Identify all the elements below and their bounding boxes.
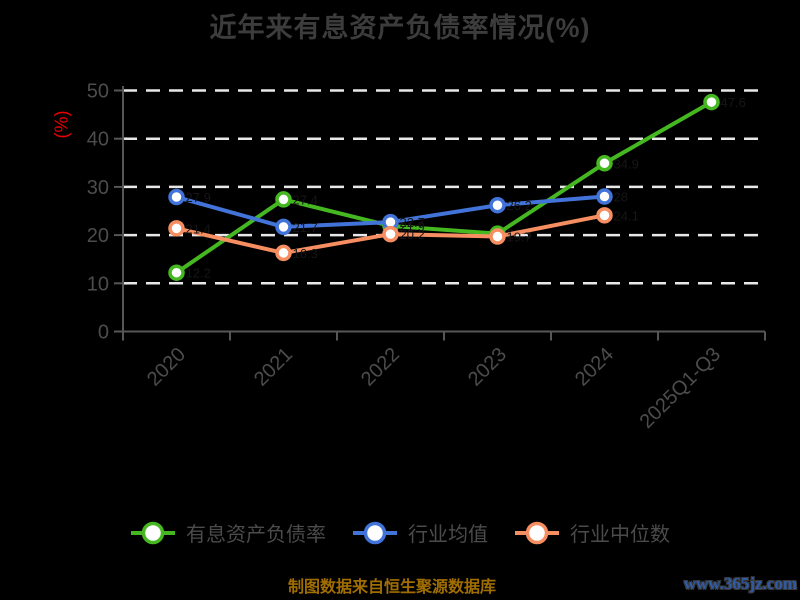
chart-title: 近年来有息资产负债率情况(%) (209, 13, 591, 43)
x-tick-label: 2022 (357, 343, 404, 390)
point-label: 19.7 (507, 230, 532, 245)
point-label: 22.7 (400, 215, 425, 230)
data-point-marker[interactable] (168, 188, 185, 206)
point-label: 26.2 (507, 198, 532, 213)
data-point-marker[interactable] (596, 207, 613, 224)
data-point-marker[interactable] (596, 155, 613, 172)
data-point-marker[interactable] (489, 228, 506, 245)
watermark-link[interactable]: www.365jz.com (683, 574, 797, 593)
data-point-marker[interactable] (703, 93, 720, 111)
y-tick-label: 40 (87, 129, 109, 151)
y-tick-label: 10 (87, 273, 109, 295)
y-tick-label: 20 (87, 225, 109, 247)
legend-item-label: 行业均值 (408, 524, 488, 546)
line-chart-canvas: 0 10 20 30 40 50 2020 2021 2022 2023 2024 2025Q1-Q3… (87, 81, 766, 433)
legend-marker-icon (515, 521, 559, 544)
y-tick-label: 30 (87, 177, 109, 199)
x-tick-label: 2025Q1-Q3 (636, 343, 725, 432)
chart-legend: 有息资产负债率 行业均值 行业中位数 (0, 518, 800, 547)
legend-item-label: 有息资产负债率 (186, 524, 326, 546)
legend-item-2[interactable]: 行业均值 (352, 518, 488, 547)
point-label: 34.9 (614, 156, 639, 171)
legend-item-3[interactable]: 行业中位数 (514, 518, 670, 547)
data-point-marker[interactable] (275, 244, 292, 262)
source-note: 制图数据来自恒生聚源数据库 (287, 579, 496, 596)
x-tick-label: 2021 (250, 343, 297, 390)
data-point-marker[interactable] (275, 191, 292, 208)
point-label: 16.3 (293, 246, 318, 261)
legend-item-1[interactable]: 有息资产负债率 (130, 518, 326, 547)
point-label: 20.2 (400, 227, 425, 242)
point-label: 24.1 (614, 208, 639, 223)
point-label: 12.2 (186, 266, 211, 281)
data-point-marker[interactable] (489, 196, 506, 214)
data-point-marker[interactable] (275, 218, 292, 236)
data-point-marker[interactable] (596, 188, 613, 205)
series-line (174, 100, 714, 275)
point-label: 47.6 (721, 95, 746, 110)
point-label: 21.4 (186, 221, 211, 236)
point-label: 27.9 (186, 190, 211, 205)
legend-marker-icon (131, 521, 175, 544)
x-tick-label: 2024 (571, 343, 618, 390)
x-tick-label: 2023 (464, 343, 511, 390)
point-label: 21.7 (293, 220, 318, 235)
point-label: 27.4 (293, 192, 318, 207)
y-tick-label: 50 (87, 81, 109, 103)
legend-item-label: 行业中位数 (570, 524, 670, 546)
point-label: 21.9 (400, 219, 425, 234)
y-tick-label: 0 (98, 322, 109, 344)
data-point-marker[interactable] (382, 225, 399, 243)
data-point-marker[interactable] (168, 264, 185, 281)
data-point-marker[interactable] (168, 220, 185, 237)
point-label: 28 (614, 190, 628, 205)
legend-marker-icon (353, 521, 397, 544)
x-tick-label: 2020 (143, 343, 190, 390)
